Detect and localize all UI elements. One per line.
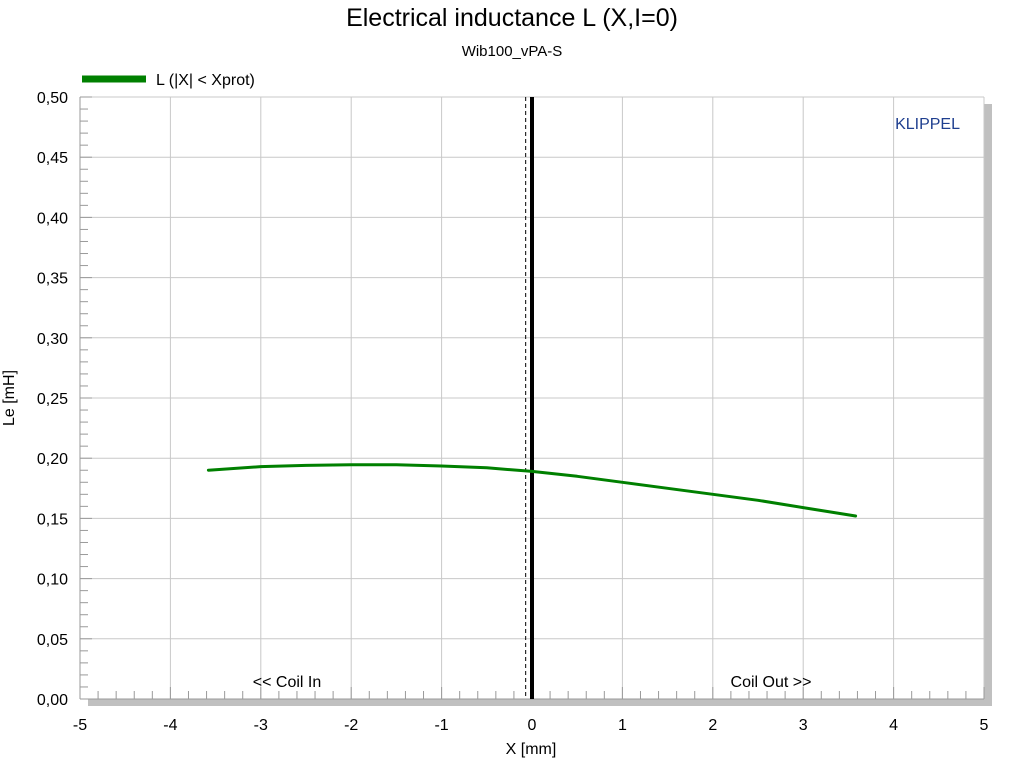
x-tick-label: -1 bbox=[434, 717, 448, 734]
chart-subtitle: Wib100_vPA-S bbox=[462, 43, 563, 60]
series-group bbox=[206, 463, 858, 518]
series-line bbox=[206, 463, 858, 518]
plot-shadow-right bbox=[984, 104, 992, 706]
y-tick-label: 0,00 bbox=[37, 692, 68, 709]
y-tick-label: 0,15 bbox=[37, 511, 68, 528]
x-tick-labels: -5 -4 -3 -2 -1 0 1 2 3 4 5 bbox=[73, 717, 989, 734]
coil-in-label: << Coil In bbox=[253, 674, 321, 691]
x-tick-label: -5 bbox=[73, 717, 87, 734]
y-tick-label: 0,40 bbox=[37, 210, 68, 227]
plot-shadow-bottom bbox=[88, 699, 992, 706]
y-axis-label: Le [mH] bbox=[1, 370, 18, 426]
x-tick-label: 1 bbox=[618, 717, 627, 734]
x-tick-label: 3 bbox=[799, 717, 808, 734]
x-tick-label: 4 bbox=[889, 717, 898, 734]
x-tick-label: 5 bbox=[980, 717, 989, 734]
y-tick-label: 0,25 bbox=[37, 391, 68, 408]
y-tick-label: 0,30 bbox=[37, 331, 68, 348]
x-tick-label: 2 bbox=[708, 717, 717, 734]
y-tick-label: 0,35 bbox=[37, 271, 68, 288]
x-tick-label: -3 bbox=[254, 717, 268, 734]
y-tick-labels: 0,00 0,05 0,10 0,15 0,20 0,25 0,30 0,35 0,40 0,45… bbox=[37, 90, 68, 709]
chart-title: Electrical inductance L (X,I=0) bbox=[346, 4, 678, 32]
y-tick-label: 0,45 bbox=[37, 150, 68, 167]
coil-out-label: Coil Out >> bbox=[731, 674, 812, 691]
brand-label: KLIPPEL bbox=[895, 116, 960, 133]
y-tick-label: 0,50 bbox=[37, 90, 68, 107]
x-axis-label: X [mm] bbox=[506, 741, 557, 758]
legend-label: L (|X| < Xprot) bbox=[156, 72, 255, 89]
x-tick-label: 0 bbox=[528, 717, 537, 734]
x-tick-label: -2 bbox=[344, 717, 358, 734]
x-tick-label: -4 bbox=[163, 717, 177, 734]
y-tick-label: 0,10 bbox=[37, 572, 68, 589]
y-tick-label: 0,05 bbox=[37, 632, 68, 649]
y-tick-label: 0,20 bbox=[37, 451, 68, 468]
